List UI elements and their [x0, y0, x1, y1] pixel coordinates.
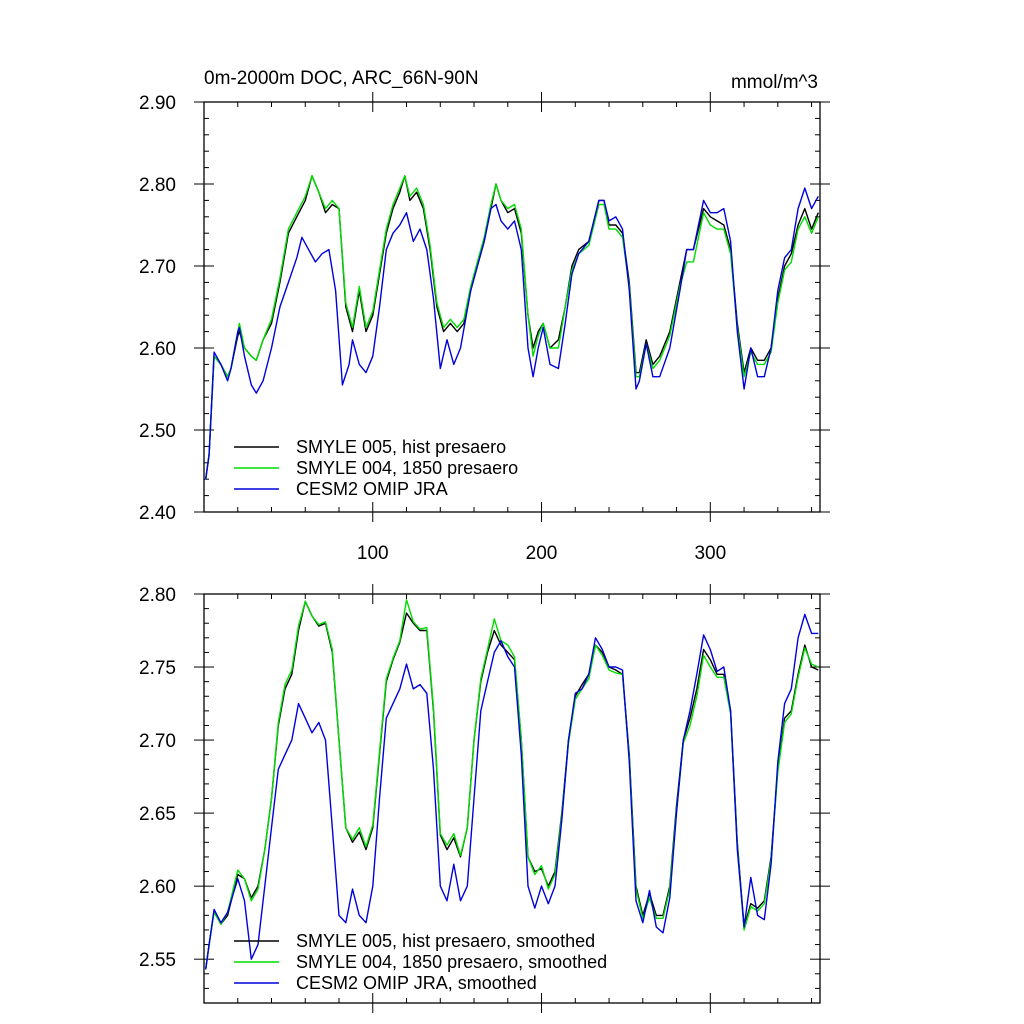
bottom-legend-label-3: CESM2 OMIP JRA, smoothed: [296, 973, 537, 993]
bottom-series-line-3: [205, 613, 819, 970]
bottom-y-tick-label: 2.80: [139, 585, 176, 606]
top-x-tick-label: 100: [357, 543, 389, 564]
bottom-y-tick-label: 2.55: [139, 950, 176, 971]
top-legend-label-2: SMYLE 004, 1850 presaero: [296, 458, 518, 478]
bottom-y-tick-label: 2.60: [139, 877, 176, 898]
top-x-tick-label: 200: [526, 543, 558, 564]
top-y-tick-label: 2.40: [139, 503, 176, 524]
top-legend-label-1: SMYLE 005, hist presaero: [296, 437, 506, 457]
top-chart-title: 0m-2000m DOC, ARC_66N-90N: [204, 68, 479, 89]
top-chart-units: mmol/m^3: [731, 72, 818, 93]
bottom-y-tick-label: 2.75: [139, 658, 176, 679]
top-y-tick-label: 2.70: [139, 257, 176, 278]
top-y-tick-label: 2.50: [139, 421, 176, 442]
top-series-line-3: [205, 187, 819, 480]
bottom-legend-label-1: SMYLE 005, hist presaero, smoothed: [296, 931, 595, 951]
bottom-series-line-1: [205, 600, 819, 970]
top-y-tick-label: 2.80: [139, 175, 176, 196]
bottom-y-tick-label: 2.70: [139, 731, 176, 752]
top-x-tick-label: 300: [694, 543, 726, 564]
top-y-tick-label: 2.90: [139, 93, 176, 114]
bottom-legend-label-2: SMYLE 004, 1850 presaero, smoothed: [296, 952, 607, 972]
top-legend-label-3: CESM2 OMIP JRA: [296, 479, 448, 499]
top-y-tick-label: 2.60: [139, 339, 176, 360]
top-plot-frame: [203, 101, 821, 513]
top-series-line-2: [205, 175, 819, 480]
bottom-y-tick-label: 2.65: [139, 804, 176, 825]
bottom-series-line-2: [205, 599, 819, 970]
